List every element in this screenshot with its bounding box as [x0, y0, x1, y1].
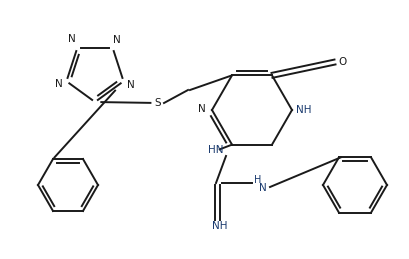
Text: O: O — [339, 57, 347, 67]
Text: HN: HN — [208, 145, 224, 155]
Text: NH: NH — [296, 105, 312, 115]
Text: N: N — [259, 183, 267, 193]
Text: NH: NH — [212, 221, 228, 231]
Text: N: N — [55, 79, 63, 89]
Text: N: N — [127, 80, 135, 90]
Text: H: H — [254, 175, 262, 185]
Text: S: S — [155, 98, 161, 108]
Text: N: N — [198, 104, 206, 114]
Text: N: N — [113, 35, 121, 45]
Text: N: N — [68, 34, 76, 45]
